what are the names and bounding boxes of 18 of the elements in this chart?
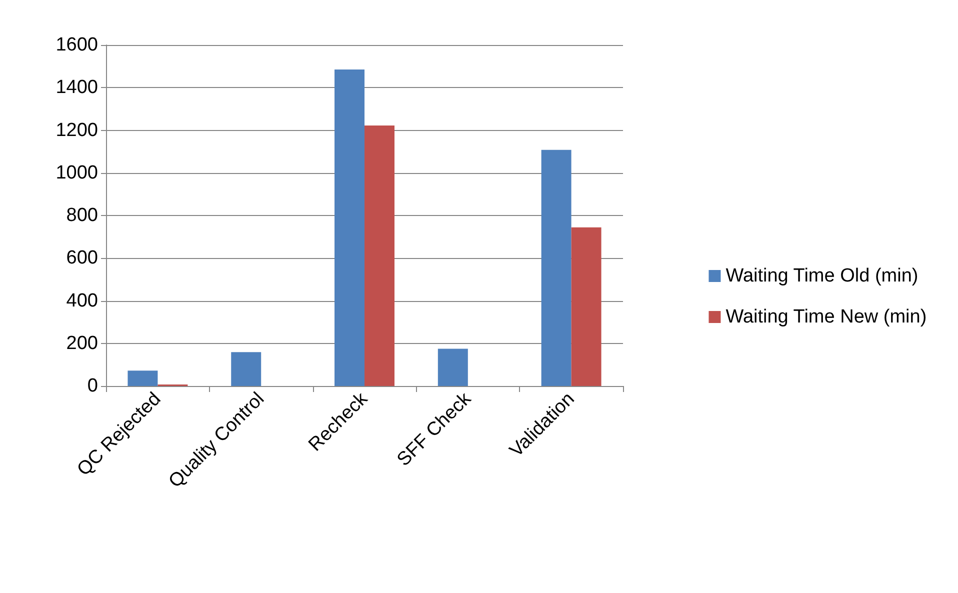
y-tick-label: 1200 (56, 120, 98, 141)
y-tick-label: 400 (66, 290, 98, 312)
y-tick-label: 0 (87, 376, 98, 396)
y-tick-label: 800 (66, 205, 98, 226)
y-tick-label: 600 (66, 248, 98, 269)
bar (541, 150, 572, 386)
y-tick-label: 200 (66, 332, 98, 354)
y-tick-label: 1600 (56, 34, 98, 56)
legend-label: Waiting Time Old (min) (726, 266, 918, 286)
bar (334, 70, 364, 386)
bar (571, 227, 602, 386)
legend-label: Waiting Time New (min) (726, 306, 927, 328)
y-tick-label: 1400 (56, 77, 98, 98)
bar (438, 348, 468, 386)
bar (364, 126, 394, 386)
bar (128, 370, 158, 386)
bar (231, 352, 262, 386)
y-tick-label: 1000 (56, 162, 98, 184)
